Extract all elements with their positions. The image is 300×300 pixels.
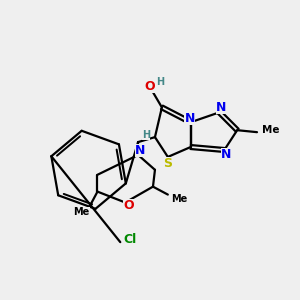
Text: H: H <box>156 76 164 87</box>
Text: Cl: Cl <box>124 233 137 246</box>
Text: N: N <box>184 112 195 125</box>
Text: N: N <box>135 145 145 158</box>
Text: O: O <box>123 199 134 212</box>
Text: H: H <box>142 130 150 140</box>
Text: Me: Me <box>74 207 90 218</box>
Text: O: O <box>145 80 155 93</box>
Text: Me: Me <box>262 125 280 135</box>
Text: S: S <box>163 158 172 170</box>
Text: Me: Me <box>172 194 188 203</box>
Text: N: N <box>216 101 226 114</box>
Text: N: N <box>221 148 232 161</box>
